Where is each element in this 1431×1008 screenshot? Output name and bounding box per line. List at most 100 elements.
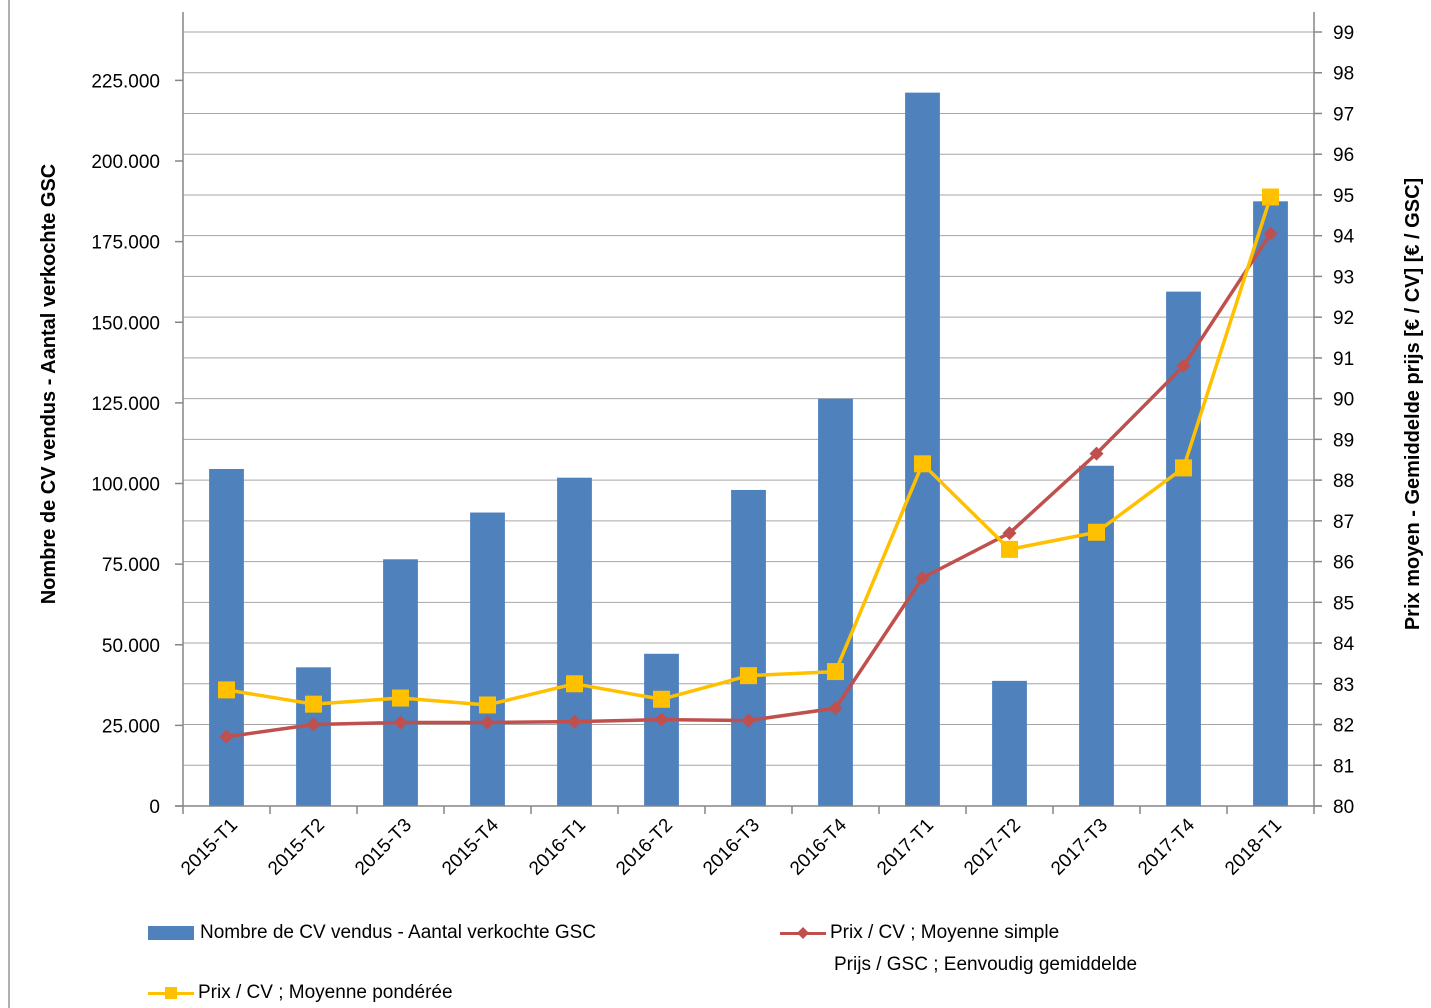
tick-label-right: 86	[1333, 553, 1354, 574]
legend-swatch-simple	[780, 926, 826, 940]
bar	[731, 489, 766, 806]
line-point	[1002, 526, 1017, 541]
line-point	[828, 701, 843, 716]
tick-label-right: 82	[1333, 716, 1354, 737]
y-axis-right-title: Prix moyen - Gemiddelde prijs [€ / CV] […	[1402, 178, 1424, 630]
tick-label-left: 125.000	[91, 394, 160, 415]
bar	[383, 559, 418, 806]
tick-label-left: 200.000	[91, 152, 160, 173]
tick-label-right: 91	[1333, 349, 1354, 370]
tick-label-x: 2015-T2	[264, 815, 329, 880]
tick-label-x: 2015-T3	[351, 815, 416, 880]
tick-label-left: 0	[149, 797, 160, 818]
bar	[1079, 465, 1114, 806]
tick-label-right: 89	[1333, 430, 1354, 451]
tick-label-left: 150.000	[91, 313, 160, 334]
tick-label-right: 93	[1333, 267, 1354, 288]
bar	[296, 667, 331, 806]
line-point	[654, 712, 669, 727]
tick-label-left: 175.000	[91, 233, 160, 254]
tick-label-x: 2015-T4	[438, 814, 503, 879]
tick-label-right: 83	[1333, 675, 1354, 696]
line-point	[740, 667, 757, 685]
line-point	[915, 570, 930, 585]
legend-item-bars: Nombre de CV vendus - Aantal verkochte G…	[148, 922, 596, 944]
tick-label-right: 95	[1333, 186, 1354, 207]
frame-border	[8, 0, 10, 1008]
line-point	[393, 715, 408, 730]
tick-label-x: 2018-T1	[1221, 815, 1286, 880]
line-point	[653, 690, 670, 708]
line-point	[479, 696, 496, 714]
tick-label-x: 2016-T1	[525, 815, 590, 880]
bar	[818, 398, 853, 806]
line-point	[305, 695, 322, 713]
legend-label-bars: Nombre de CV vendus - Aantal verkochte G…	[200, 922, 597, 943]
bar	[905, 92, 940, 806]
axes	[175, 12, 1322, 814]
bar	[992, 680, 1027, 806]
line-point	[567, 714, 582, 729]
gridlines	[183, 31, 1314, 766]
tick-label-x: 2017-T3	[1047, 815, 1112, 880]
tick-label-x: 2016-T3	[699, 815, 764, 880]
line-point	[1001, 540, 1018, 558]
tick-label-left: 100.000	[91, 475, 160, 496]
line-point	[1263, 226, 1278, 241]
legend-item-simple: Prix / CV ; Moyenne simple	[780, 922, 1059, 944]
tick-label-right: 94	[1333, 227, 1355, 248]
tick-label-right: 92	[1333, 308, 1354, 329]
tick-label-right: 99	[1333, 23, 1354, 44]
legend-label-simple-2: Prijs / GSC ; Eenvoudig gemiddelde	[834, 954, 1138, 975]
line-point	[1262, 188, 1279, 206]
tick-label-left: 25.000	[102, 716, 160, 737]
tick-label-right: 96	[1333, 145, 1354, 166]
legend-swatch-weighted	[148, 986, 194, 1000]
tick-labels: 0 25.000 50.000 75.000 100.000 125.000 150.000…	[91, 23, 1354, 880]
tick-label-right: 88	[1333, 471, 1354, 492]
tick-label-right: 85	[1333, 593, 1354, 614]
tick-label-left: 50.000	[102, 636, 160, 657]
tick-label-x: 2016-T4	[786, 814, 851, 879]
line-point	[218, 681, 235, 699]
legend-label-weighted: Prix / CV ; Moyenne pondérée	[198, 982, 453, 1003]
tick-label-right: 87	[1333, 512, 1354, 533]
line-point	[566, 675, 583, 693]
line-point	[392, 689, 409, 707]
line-point	[827, 663, 844, 681]
y-axis-left-title: Nombre de CV vendus - Aantal verkochte G…	[38, 164, 60, 604]
tick-label-right: 97	[1333, 104, 1354, 125]
tick-label-right: 84	[1333, 634, 1355, 655]
tick-label-right: 81	[1333, 756, 1354, 777]
line-point	[306, 717, 321, 732]
bar	[557, 477, 592, 806]
line-point	[1175, 459, 1192, 477]
legend-item-weighted: Prix / CV ; Moyenne pondérée	[148, 982, 453, 1004]
bar	[470, 512, 505, 806]
line-series	[218, 188, 1279, 744]
tick-label-right: 80	[1333, 797, 1354, 818]
bar	[1253, 201, 1288, 806]
tick-label-left: 225.000	[91, 71, 160, 92]
tick-label-x: 2017-T4	[1134, 814, 1199, 879]
line-point	[1088, 523, 1105, 541]
tick-label-x: 2015-T1	[177, 815, 242, 880]
line-point	[219, 729, 234, 744]
legend-swatch-bars	[148, 926, 194, 940]
tick-label-x: 2017-T2	[960, 815, 1025, 880]
tick-label-right: 90	[1333, 390, 1354, 411]
line-point	[914, 455, 931, 473]
tick-label-left: 75.000	[102, 555, 160, 576]
tick-label-x: 2016-T2	[612, 815, 677, 880]
line-point	[1089, 446, 1104, 461]
bar	[209, 468, 244, 806]
line-point	[741, 713, 756, 728]
line-point	[480, 715, 495, 730]
line-point	[1176, 359, 1191, 374]
tick-label-x: 2017-T1	[873, 815, 938, 880]
legend-label-simple: Prix / CV ; Moyenne simple	[830, 922, 1060, 943]
tick-label-right: 98	[1333, 64, 1354, 85]
bar-series	[209, 92, 1288, 806]
bar	[644, 653, 679, 806]
